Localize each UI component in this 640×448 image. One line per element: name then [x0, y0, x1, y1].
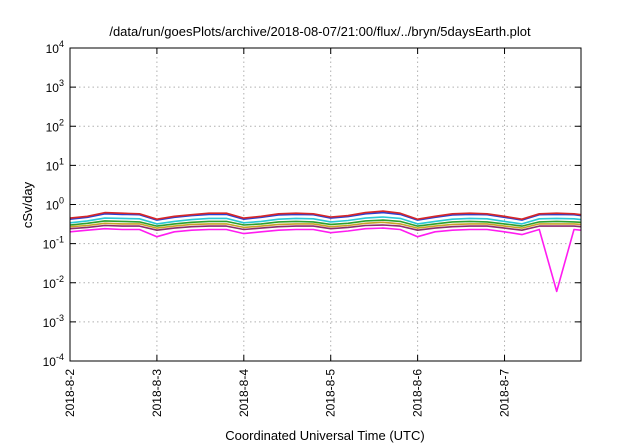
y-tick-base: 10: [43, 316, 57, 330]
y-tick-base: 10: [43, 277, 57, 291]
series-line: [69, 211, 582, 221]
y-tick-label: 10-3: [43, 313, 64, 330]
y-tick-exponent: -3: [56, 313, 64, 323]
y-tick-exponent: 0: [59, 196, 64, 206]
series-line: [69, 227, 582, 293]
y-tick-base: 10: [46, 81, 60, 95]
series-line: [69, 216, 582, 225]
x-tick-label: 2018-8-6: [411, 369, 425, 417]
y-tick-label: 100: [46, 196, 64, 213]
y-tick-label: 10-4: [43, 352, 64, 369]
y-tick-label: 102: [46, 117, 64, 134]
series-line: [69, 221, 582, 229]
series-layer: [69, 210, 582, 293]
series-line: [69, 210, 582, 220]
x-tick-label: 2018-8-2: [63, 369, 77, 417]
y-tick-label: 104: [46, 39, 64, 56]
y-tick-exponent: -1: [56, 235, 64, 245]
y-tick-base: 10: [43, 238, 57, 252]
y-tick-exponent: -4: [56, 352, 64, 362]
y-tick-label: 103: [46, 78, 64, 95]
x-axis-label: Coordinated Universal Time (UTC): [225, 428, 424, 443]
x-tick-labels: 2018-8-2 2018-8-3 2018-8-4 2018-8-5 2018-8-6…: [63, 369, 512, 417]
x-tick-label: 2018-8-4: [237, 369, 251, 417]
y-tick-exponent: 2: [59, 117, 64, 127]
x-tick-label: 2018-8-3: [150, 369, 164, 417]
tick-layer: [69, 47, 581, 362]
y-tick-exponent: 3: [59, 78, 64, 88]
y-tick-base: 10: [46, 159, 60, 173]
y-tick-exponent: 4: [59, 39, 64, 49]
series-line: [69, 224, 582, 231]
x-tick-label: 2018-8-5: [324, 369, 338, 417]
y-tick-label: 10-2: [43, 274, 64, 291]
y-tick-base: 10: [46, 120, 60, 134]
y-tick-label: 10-1: [43, 235, 64, 252]
y-tick-exponent: 1: [59, 156, 64, 166]
series-line: [69, 219, 582, 227]
x-tick-label: 2018-8-7: [498, 369, 512, 417]
y-tick-label: 101: [46, 156, 64, 173]
y-axis-label: cSv/day: [20, 181, 35, 228]
y-tick-base: 10: [46, 42, 60, 56]
y-tick-base: 10: [46, 199, 60, 213]
y-tick-base: 10: [43, 355, 57, 369]
chart-title: /data/run/goesPlots/archive/2018-08-07/2…: [109, 24, 531, 39]
grid-layer: [70, 48, 581, 361]
y-tick-exponent: -2: [56, 274, 64, 284]
